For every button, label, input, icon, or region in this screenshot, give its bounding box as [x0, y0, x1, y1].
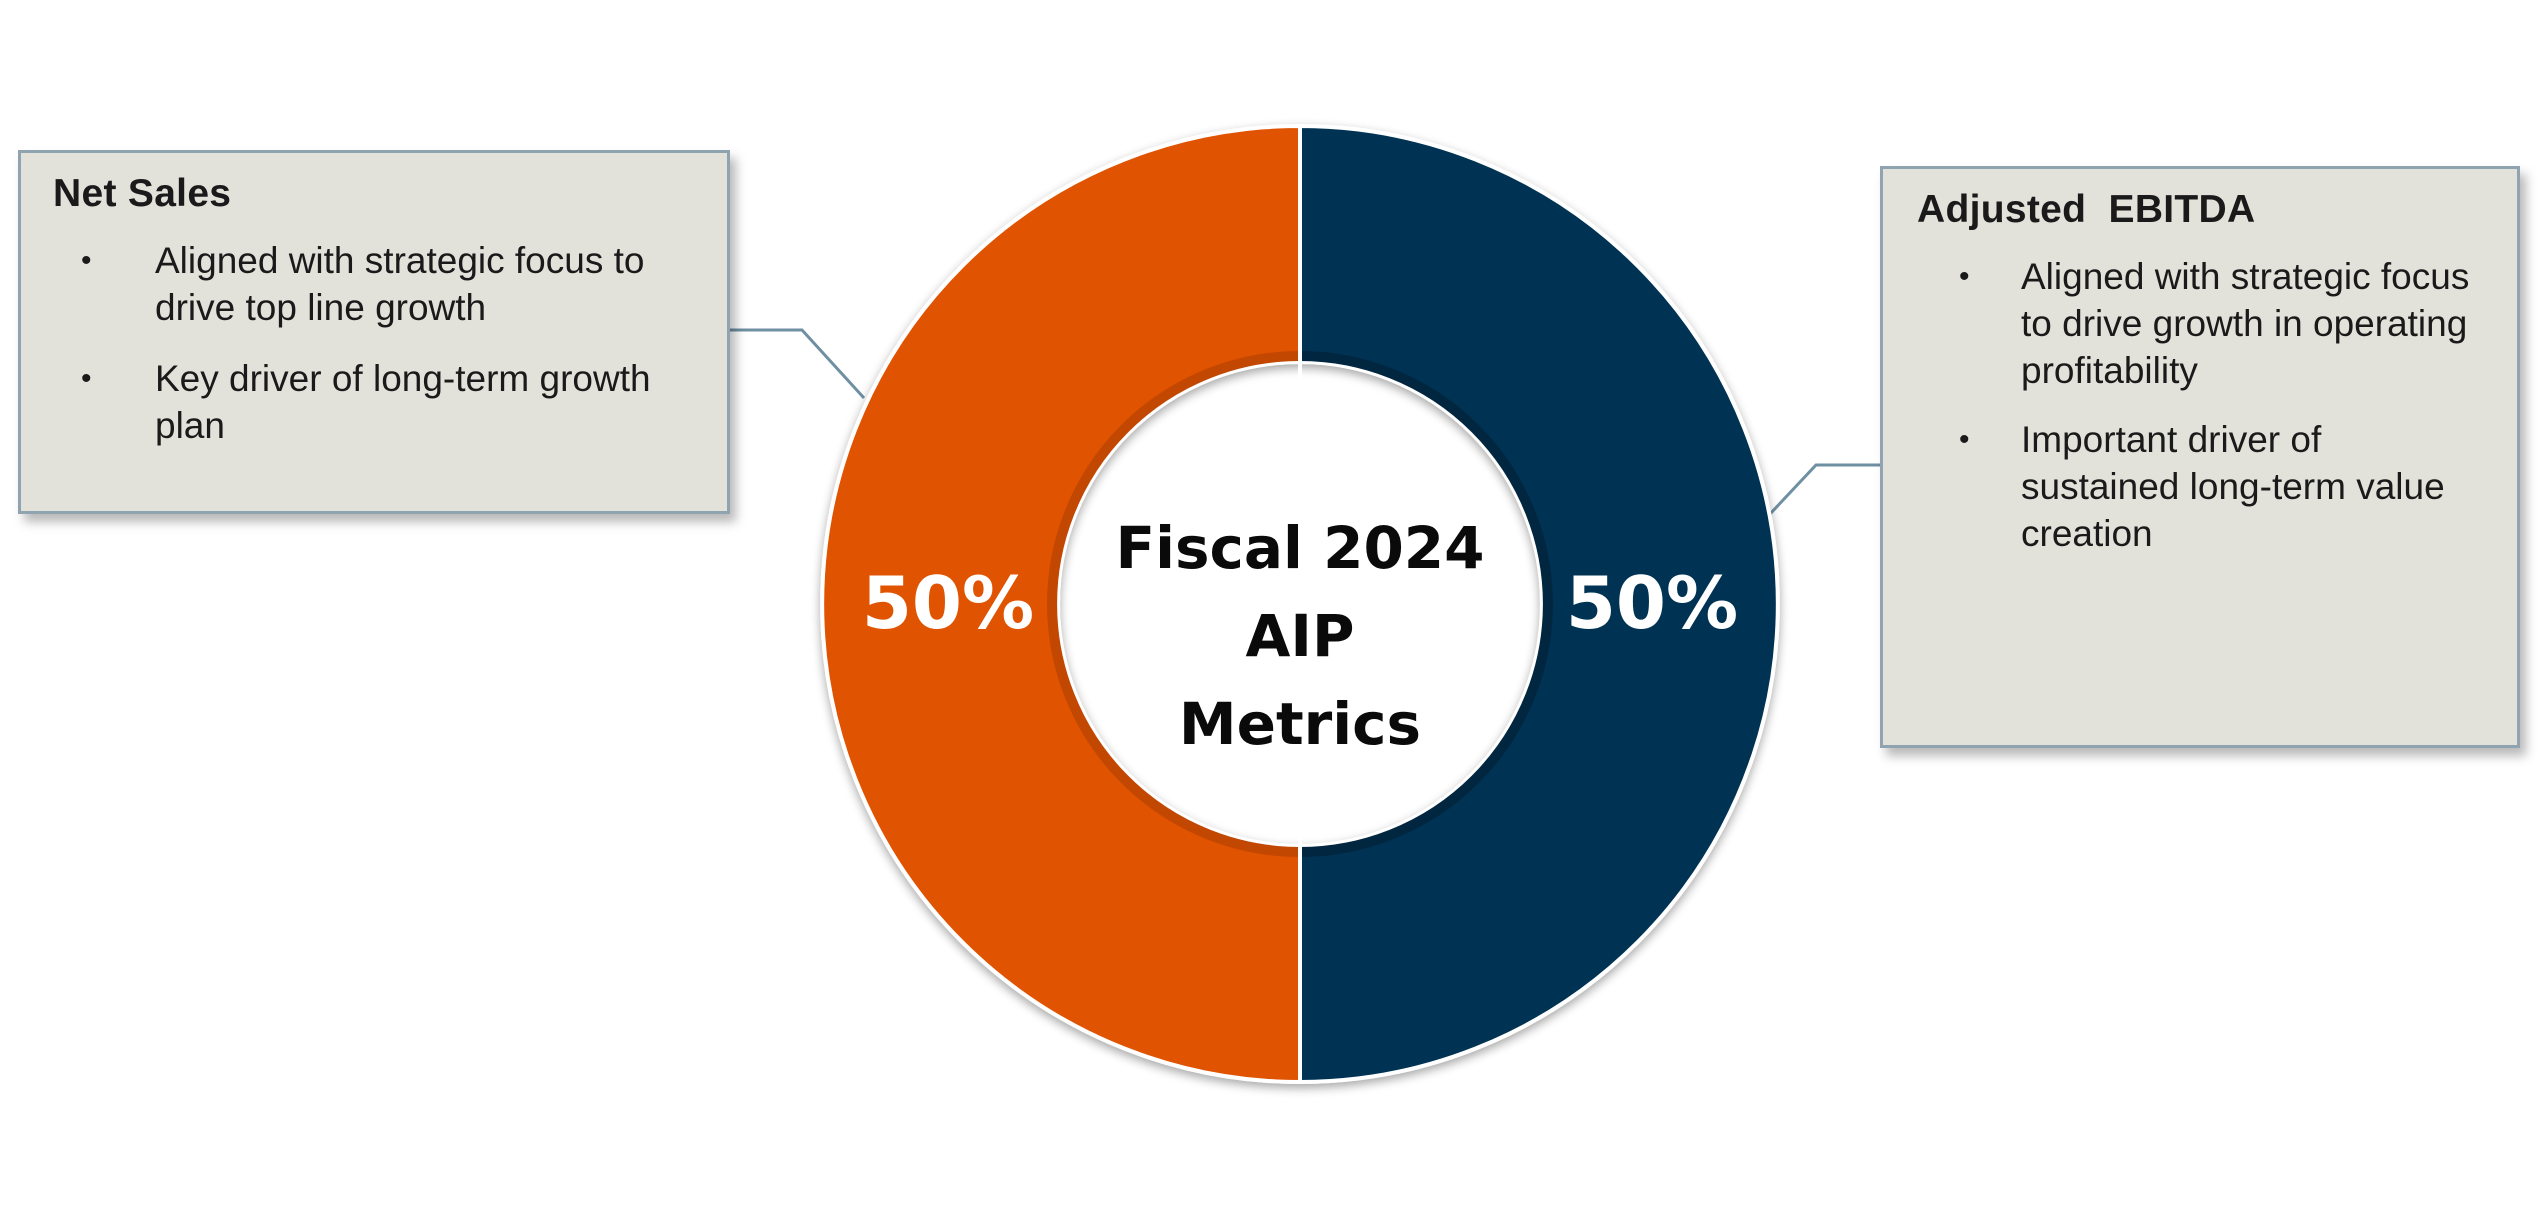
donut-slice-adjusted-ebitda: [1298, 123, 1780, 1085]
bullet-text: Aligned with strategic focus to drive to…: [155, 240, 645, 328]
bullet-icon: •: [1959, 423, 1970, 456]
donut-center-label: Fiscal 2024 AIP Metrics: [1100, 504, 1500, 768]
slice-value-label: 50%: [1566, 561, 1738, 645]
bullet-text: Key driver of long-term growth plan: [155, 358, 651, 446]
bullet-icon: •: [1959, 260, 1970, 293]
callout-title: Net Sales: [53, 172, 232, 215]
slice-value-label: 50%: [862, 561, 1034, 645]
bullet-text: Important driver of sustained long-term …: [2021, 419, 2445, 554]
bullet-text: Aligned with strategic focus to drive gr…: [2021, 256, 2470, 391]
donut-slice-inner-edge: [1299, 351, 1553, 857]
callout-bullet-item: • Important driver of sustained long-ter…: [1917, 416, 2487, 557]
bullet-icon: •: [81, 244, 92, 277]
connector-line-left: [730, 328, 866, 400]
donut-slice-inner-edge: [1047, 351, 1301, 857]
callout-adjusted-ebitda: Adjusted EBITDA • Aligned with strategic…: [1880, 166, 2520, 748]
center-label-line-2: AIP: [1245, 602, 1355, 670]
callout-net-sales: Net Sales • Aligned with strategic focus…: [18, 150, 730, 514]
center-label-line-3: Metrics: [1178, 690, 1422, 758]
bullet-icon: •: [81, 362, 92, 395]
callout-bullet-item: • Aligned with strategic focus to drive …: [1917, 253, 2487, 394]
callout-bullet-list: • Aligned with strategic focus to drive …: [1917, 253, 2487, 557]
donut-slice-net-sales: [820, 123, 1302, 1085]
connector-line-right: [1768, 463, 1880, 516]
callout-bullet-item: • Aligned with strategic focus to drive …: [53, 237, 697, 331]
callout-title: Adjusted EBITDA: [1917, 188, 2256, 231]
center-label-line-1: Fiscal 2024: [1115, 514, 1485, 582]
callout-bullet-list: • Aligned with strategic focus to drive …: [53, 237, 697, 449]
callout-bullet-item: • Key driver of long-term growth plan: [53, 355, 697, 449]
